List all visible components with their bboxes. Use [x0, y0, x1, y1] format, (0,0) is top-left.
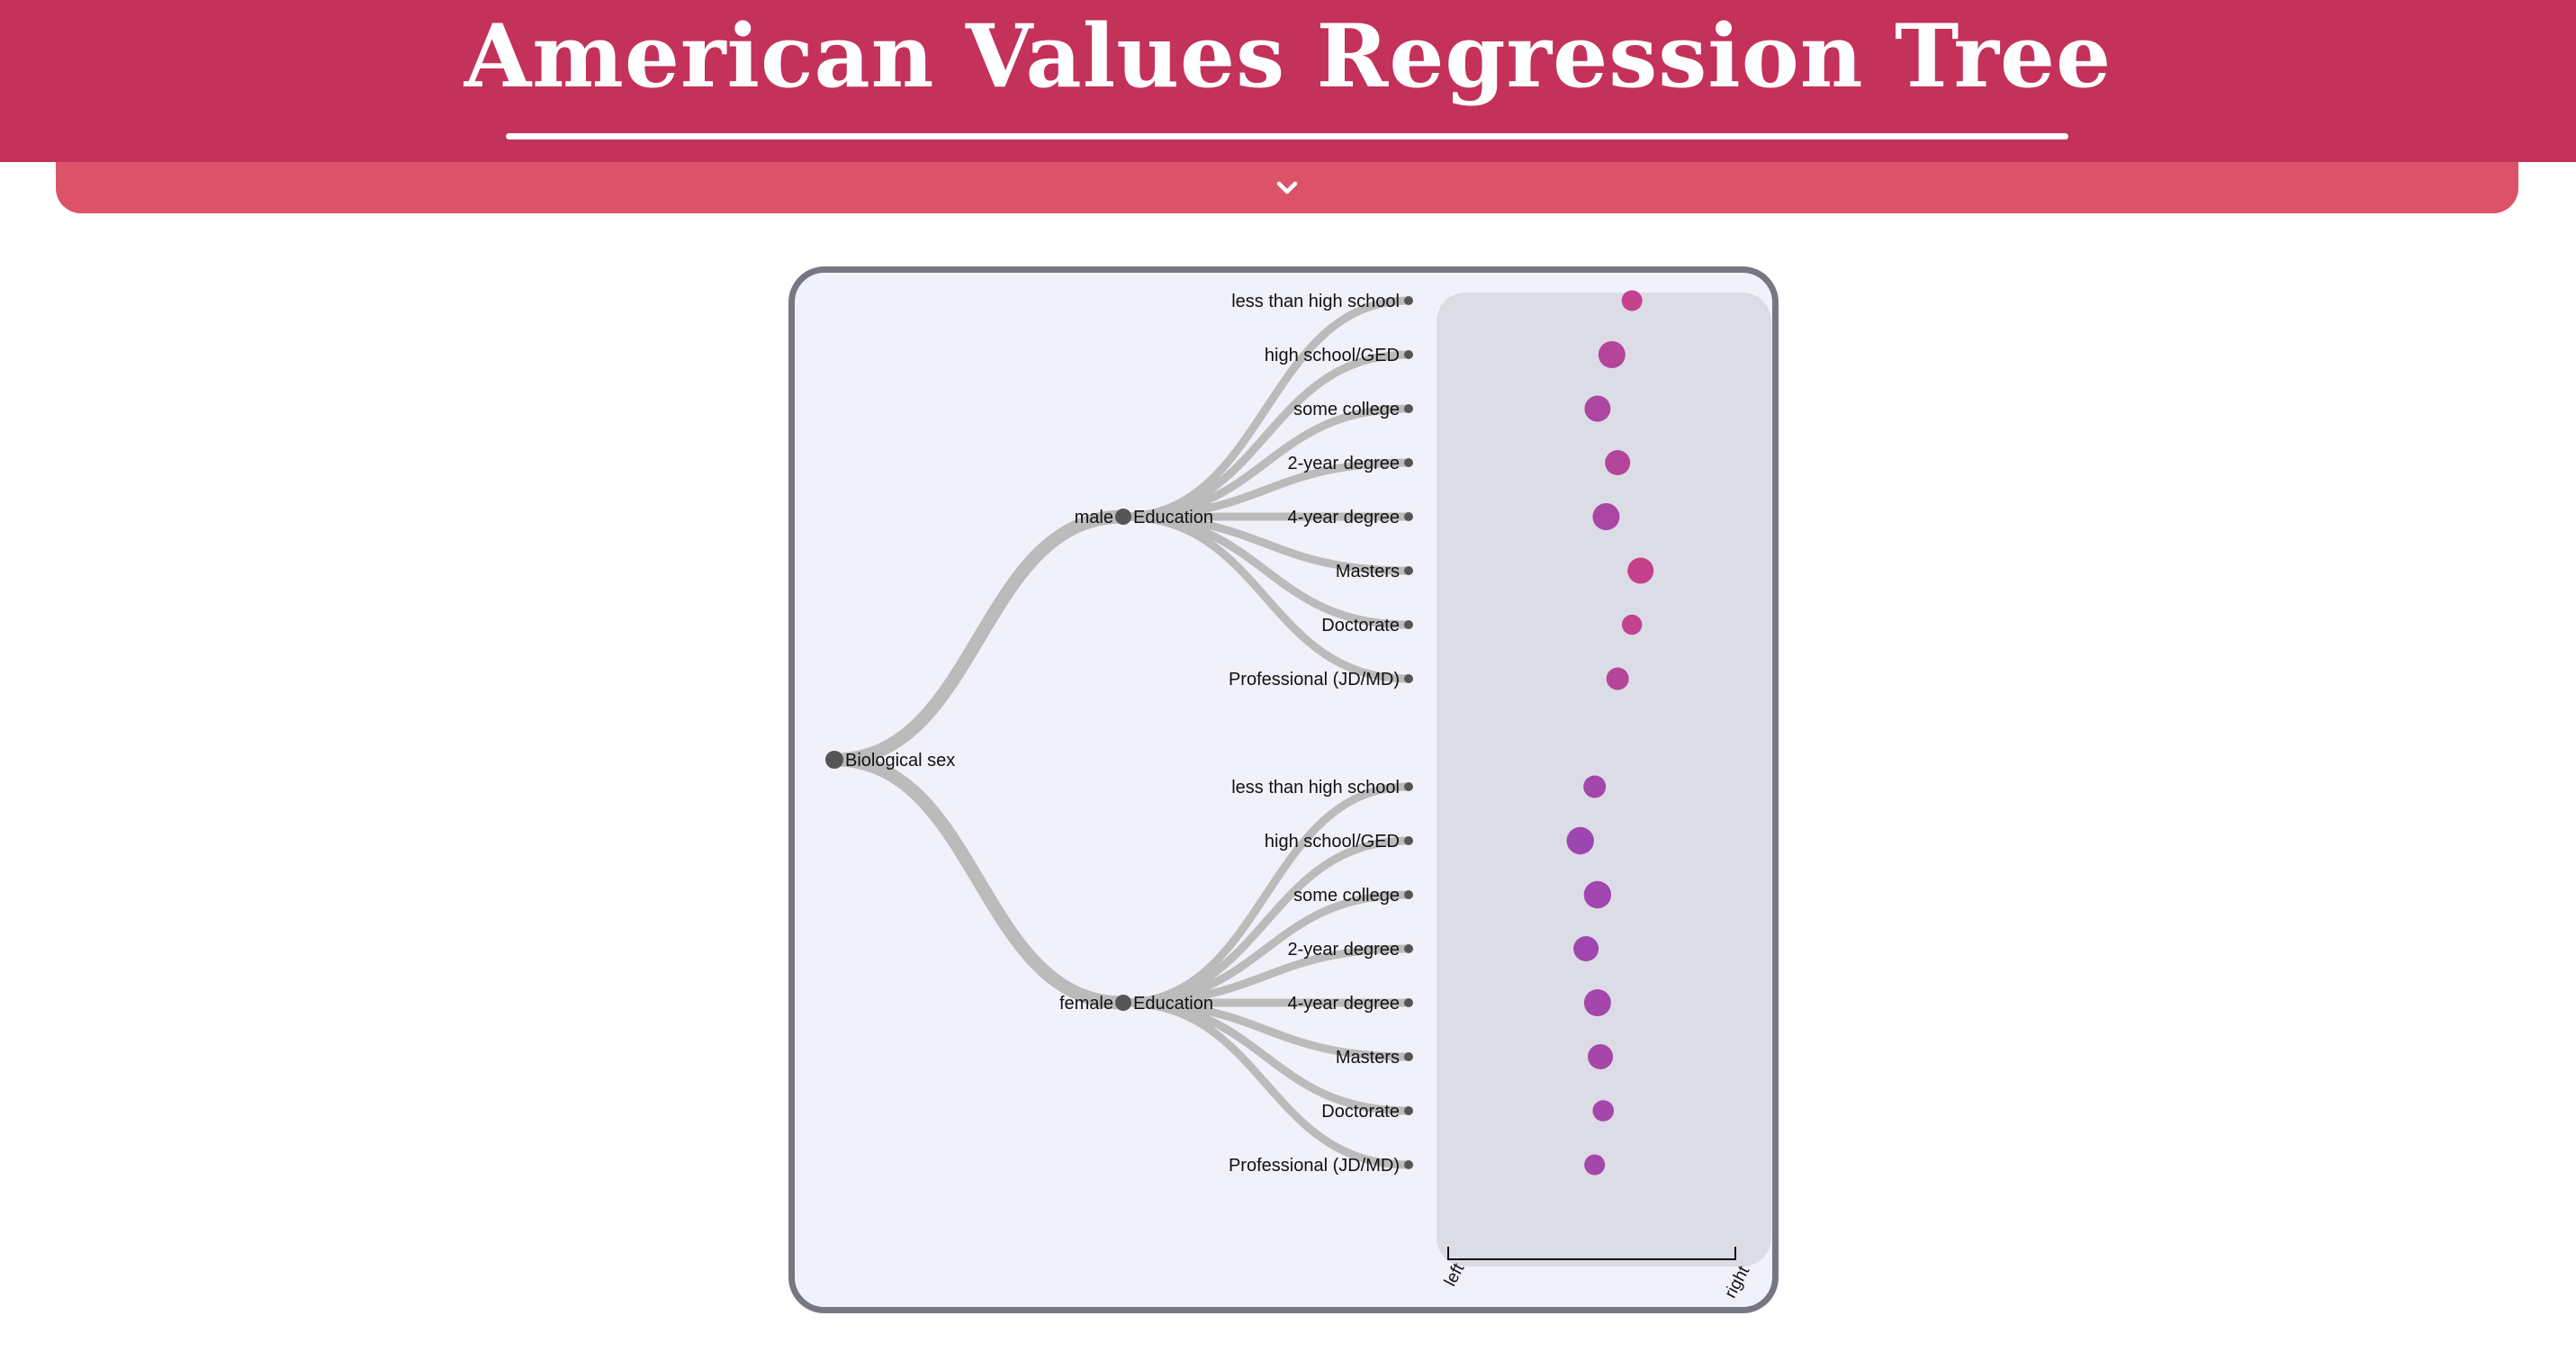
leaf-label: Doctorate: [1321, 616, 1400, 635]
leaf-label: high school/GED: [1265, 832, 1400, 852]
outcome-dot[interactable]: [1621, 614, 1643, 635]
leaf-label: some college: [1293, 886, 1400, 906]
outcome-dot[interactable]: [1598, 341, 1626, 368]
leaf-node[interactable]: [1404, 1052, 1413, 1061]
outcome-dot[interactable]: [1566, 826, 1594, 855]
leaf-node[interactable]: [1404, 944, 1413, 953]
outcome-dot[interactable]: [1592, 503, 1620, 530]
leaf-node[interactable]: [1404, 998, 1413, 1007]
split-variable-label: Education: [1133, 994, 1213, 1014]
leaf-node[interactable]: [1404, 458, 1413, 467]
leaf-label: Masters: [1336, 562, 1400, 581]
leaf-link: [1122, 998, 1410, 1169]
leaf-node[interactable]: [1404, 674, 1413, 683]
title-underline: [506, 133, 2068, 140]
outcome-dot[interactable]: [1583, 775, 1607, 798]
leaf-node[interactable]: [1404, 512, 1413, 521]
tree-nodes: less than high school high school/GED some…: [825, 292, 1413, 1176]
leaf-label: less than high school: [1231, 778, 1400, 798]
leaf-node[interactable]: [1404, 782, 1413, 791]
leaf-node[interactable]: [1404, 404, 1413, 413]
branch-value-label: male: [1075, 508, 1113, 527]
split-node-male[interactable]: [1115, 509, 1131, 525]
axis-bracket: [1447, 1247, 1736, 1260]
outcome-dot[interactable]: [1606, 667, 1629, 690]
leaf-link: [1122, 512, 1410, 683]
branch-link-male: [833, 509, 1124, 767]
leaf-label: Professional (JD/MD): [1229, 1156, 1400, 1176]
outcome-dot[interactable]: [1588, 1044, 1614, 1069]
outcome-dot[interactable]: [1627, 557, 1654, 584]
leaf-label: Masters: [1336, 1048, 1400, 1068]
leaf-node[interactable]: [1404, 566, 1413, 575]
leaf-node[interactable]: [1404, 296, 1413, 305]
outcome-dot[interactable]: [1583, 989, 1611, 1016]
split-variable-label: Education: [1133, 508, 1213, 527]
branch-value-label: female: [1059, 994, 1113, 1014]
leaf-node[interactable]: [1404, 1160, 1413, 1169]
split-node-female[interactable]: [1115, 995, 1131, 1011]
leaf-label: 2-year degree: [1287, 454, 1400, 473]
outcome-dot[interactable]: [1573, 936, 1599, 961]
outcome-dot[interactable]: [1584, 395, 1611, 422]
leaf-label: 4-year degree: [1287, 994, 1400, 1014]
axis-right-label: right: [1721, 1263, 1753, 1302]
leaf-node[interactable]: [1404, 350, 1413, 359]
tree-links: [833, 296, 1410, 1169]
outcome-dot[interactable]: [1584, 1154, 1606, 1176]
outcome-dot[interactable]: [1592, 1100, 1615, 1122]
page-header: American Values Regression Tree: [0, 0, 2576, 162]
page-title: American Values Regression Tree: [464, 5, 2112, 107]
leaf-node[interactable]: [1404, 620, 1413, 629]
leaf-label: Doctorate: [1321, 1102, 1400, 1122]
leaf-label: 2-year degree: [1287, 940, 1400, 960]
leaf-label: high school/GED: [1265, 346, 1400, 365]
leaf-node[interactable]: [1404, 836, 1413, 845]
leaf-label: some college: [1293, 400, 1400, 419]
outcome-dot[interactable]: [1621, 290, 1643, 311]
outcome-dots: [1566, 290, 1654, 1176]
regression-tree-diagram: less than high school high school/GED some…: [825, 290, 1771, 1302]
root-node[interactable]: [825, 751, 843, 769]
root-label: Biological sex: [845, 751, 955, 771]
outcome-dot[interactable]: [1583, 880, 1612, 909]
regression-tree-card: less than high school high school/GED some…: [788, 266, 1779, 1313]
chevron-down-icon[interactable]: [1275, 180, 1299, 196]
leaf-node[interactable]: [1404, 890, 1413, 899]
expand-drawer-tab[interactable]: [56, 162, 2518, 213]
outcome-panel: [1437, 293, 1771, 1266]
leaf-label: 4-year degree: [1287, 508, 1400, 527]
leaf-label: Professional (JD/MD): [1229, 670, 1400, 690]
leaf-node[interactable]: [1404, 1106, 1413, 1115]
outcome-dot[interactable]: [1605, 450, 1631, 475]
leaf-label: less than high school: [1231, 292, 1400, 311]
branch-link-female: [833, 753, 1124, 1010]
